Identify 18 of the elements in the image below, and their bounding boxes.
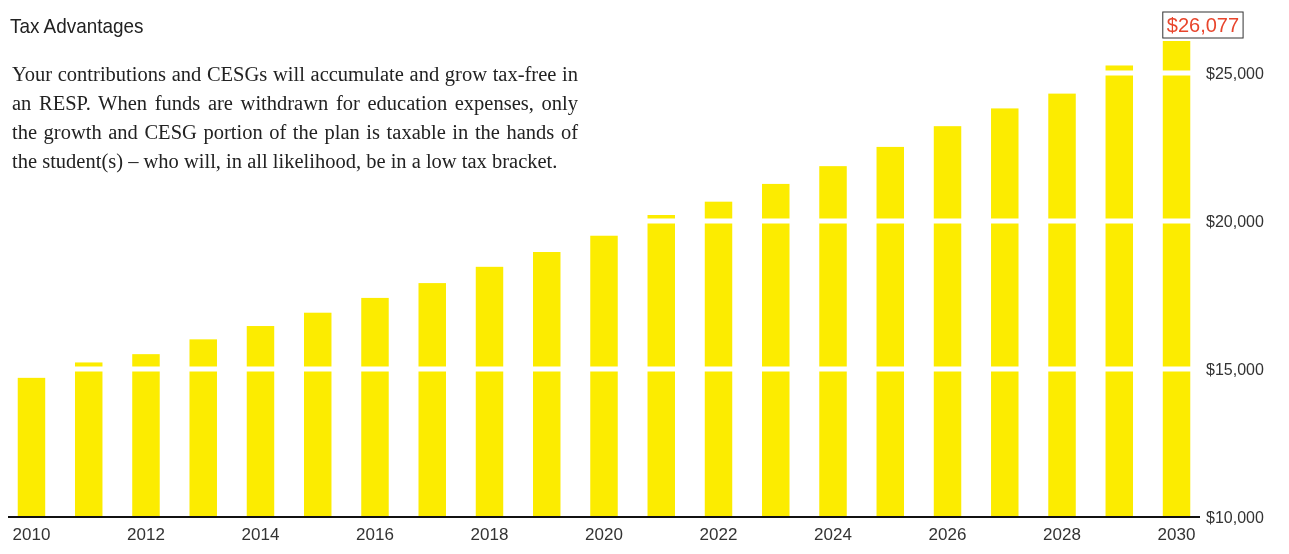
y-tick-label: $20,000 — [1206, 212, 1264, 230]
x-tick-label: 2024 — [814, 525, 852, 545]
text: Your contributions and CESGs will accumulate and grow tax-free in an RESP. When funds are withdrawn for education expenses, only the growth and CESG portion of the plan is taxable in the hands of the student(s) – who will, in all likelihood, be in a low tax bracket. — [12, 62, 578, 175]
x-tick-label: 2022 — [699, 525, 738, 545]
x-tick-label: 2030 — [1157, 525, 1196, 545]
x-tick-label: 2018 — [470, 525, 509, 545]
x-tick-label: 2016 — [356, 525, 394, 545]
y-tick-label: $15,000 — [1206, 360, 1264, 378]
chart-title: Tax Advantages — [10, 14, 144, 38]
x-tick-label: 2010 — [12, 525, 51, 545]
data-label: $26,077 — [1166, 14, 1240, 36]
y-tick-label: $25,000 — [1206, 64, 1264, 82]
x-tick-label: 2028 — [1043, 525, 1081, 545]
x-tick-label: 2012 — [127, 525, 165, 545]
x-tick-label: 2026 — [928, 525, 967, 545]
y-tick-label: $10,000 — [1206, 508, 1264, 526]
x-tick-label: 2020 — [585, 525, 623, 545]
x-tick-label: 2014 — [241, 525, 280, 545]
